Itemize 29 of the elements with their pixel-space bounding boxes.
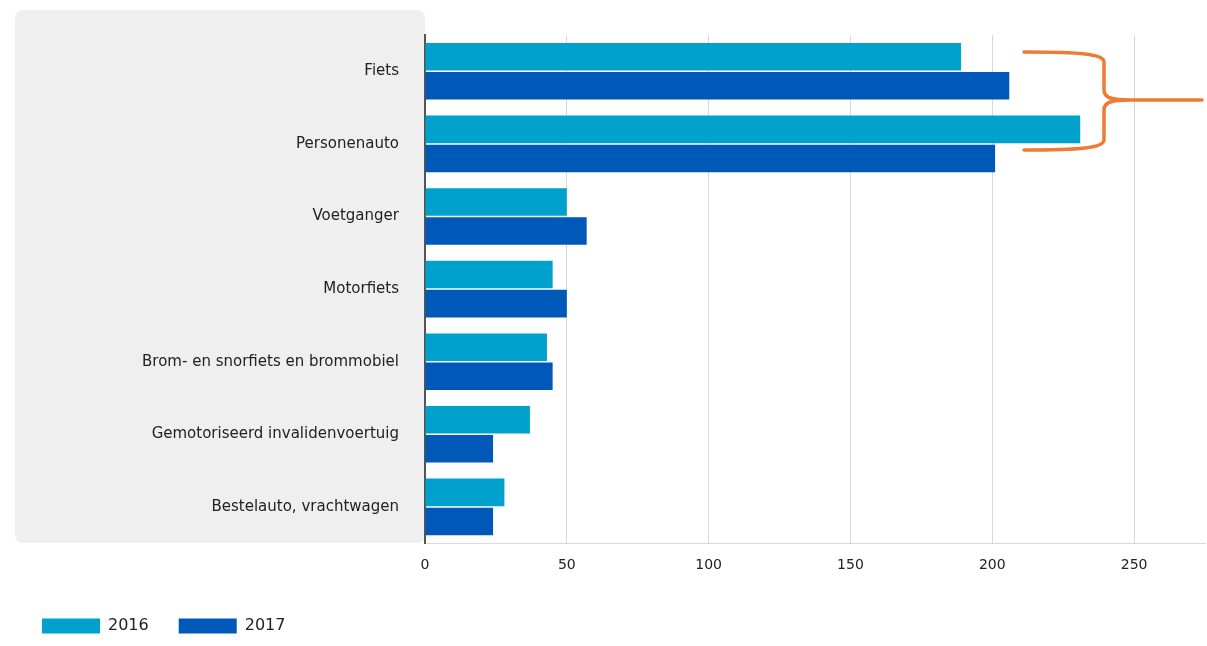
- bar: [425, 478, 505, 507]
- x-tick-label: 150: [837, 556, 864, 573]
- bar: [425, 435, 494, 463]
- y-tick-label: Voetganger: [312, 206, 400, 225]
- bar: [425, 289, 567, 318]
- x-tick-label: 100: [695, 556, 722, 573]
- y-tick-label: Personenauto: [296, 133, 399, 152]
- bar: [425, 362, 553, 391]
- y-tick-label: Gemotoriseerd invalidenvoertuig: [151, 424, 399, 443]
- bar: [425, 405, 530, 434]
- y-tick-label: Brom- en snorfiets en brommobiel: [142, 351, 399, 370]
- x-tick-label: 200: [978, 556, 1006, 573]
- bar: [425, 115, 1081, 144]
- bar: [425, 333, 547, 361]
- bar: [425, 507, 494, 536]
- bar: [425, 144, 996, 173]
- x-tick-label: 250: [1120, 556, 1148, 573]
- bar: [425, 217, 587, 245]
- y-tick-label: Bestelauto, vrachtwagen: [211, 496, 399, 515]
- x-tick-label: 0: [420, 556, 430, 573]
- legend-label: 2016: [108, 615, 149, 635]
- legend-label: 2017: [244, 615, 286, 635]
- bar: [425, 260, 553, 289]
- y-tick-label: Motorfiets: [323, 278, 400, 297]
- x-tick-label: 50: [557, 556, 576, 573]
- bar: [425, 42, 962, 71]
- y-tick-label: Fiets: [364, 61, 400, 80]
- bar: [425, 72, 1010, 100]
- bar: [425, 188, 567, 216]
